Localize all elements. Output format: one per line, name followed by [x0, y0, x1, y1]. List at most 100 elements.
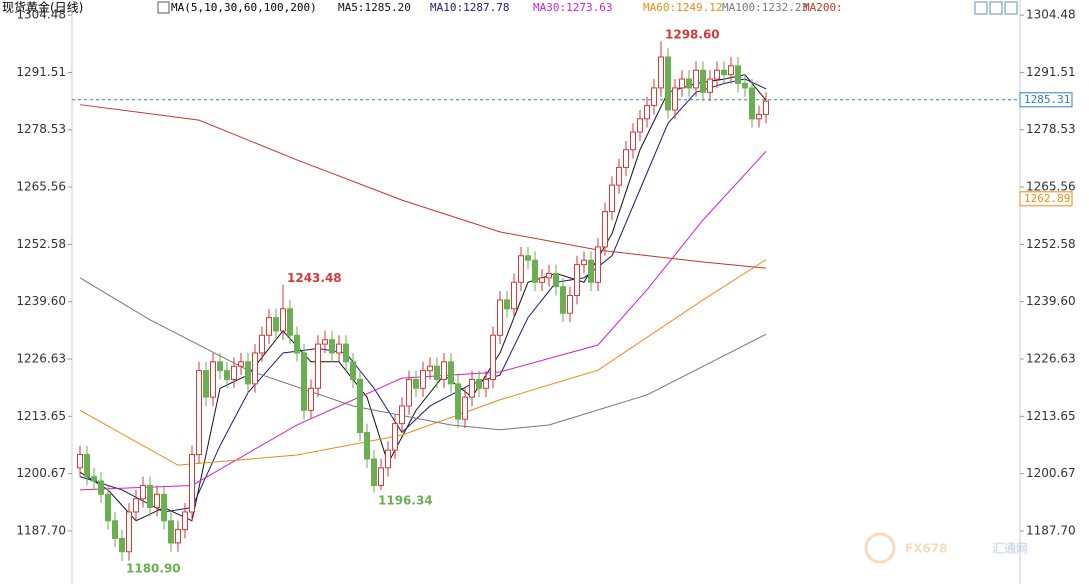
candle-body [154, 493, 160, 509]
candle-body [105, 493, 111, 522]
candle-body [175, 529, 181, 544]
candle-body [728, 65, 734, 76]
y-tick-label: 1265.56 [1026, 180, 1076, 194]
toolbar [974, 1, 1018, 15]
candle-body [525, 255, 531, 261]
candle-body [322, 339, 328, 345]
watermark: FX678 汇通网 [864, 532, 1028, 564]
candle-body [595, 246, 601, 283]
candle-body [420, 370, 426, 389]
candle-body [616, 166, 622, 186]
indicator-icon[interactable] [157, 1, 170, 14]
candle-body [763, 100, 769, 115]
candle-body [427, 365, 433, 372]
candle-body [483, 378, 489, 389]
candle-body [567, 295, 573, 314]
ma-line [79, 74, 767, 522]
candle-body [224, 370, 230, 380]
candle-body [126, 511, 132, 553]
candle-body [350, 361, 356, 380]
candle-body [749, 87, 755, 120]
y-tick-label: 1291.51 [1026, 65, 1076, 79]
candle-body [315, 343, 321, 389]
y-tick-label: 1239.60 [1026, 294, 1076, 308]
y-tick-label: 1213.65 [1026, 409, 1076, 423]
indicator-label: MA(5,10,30,60,100,200) [171, 1, 317, 14]
candle-body [476, 378, 482, 389]
candle-body [217, 361, 223, 372]
marker-label: 1262.89 [1024, 192, 1070, 205]
ma-line [79, 104, 767, 269]
y-tick-label: 1187.70 [1026, 523, 1076, 537]
candle-body [406, 378, 412, 407]
tool-button[interactable] [974, 1, 988, 15]
annotation: 1196.34 [378, 493, 433, 507]
candle-body [721, 69, 727, 76]
y-tick-label: 1304.48 [1026, 8, 1076, 22]
candle-body [630, 131, 636, 151]
legend-entry: MA60:1249.12 [643, 1, 722, 14]
candle-body [266, 317, 272, 336]
y-tick-label: 1265.56 [16, 180, 66, 194]
candle-body [399, 405, 405, 425]
candle-body [434, 365, 440, 380]
y-tick-label: 1278.53 [16, 122, 66, 136]
y-tick-label: 1213.65 [16, 409, 66, 423]
y-tick-label: 1304.48 [16, 8, 66, 22]
candle-body [112, 520, 118, 539]
candle-body [714, 69, 720, 80]
candle-body [679, 78, 685, 89]
candle-body [560, 286, 566, 314]
candle-body [231, 365, 237, 380]
candle-body [133, 498, 139, 513]
candle-body [371, 458, 377, 486]
candle-body [329, 339, 335, 354]
candle-body [518, 255, 524, 283]
ma-line [79, 78, 767, 513]
candle-body [147, 484, 153, 509]
candle-body [511, 281, 517, 310]
candle-body [735, 65, 741, 84]
candle-body [448, 361, 454, 385]
candle-body [413, 378, 419, 389]
candle-body [196, 370, 202, 456]
watermark-logo [864, 532, 896, 564]
candle-body [546, 272, 552, 279]
legend-entry: MA100:1232.23 [722, 1, 808, 14]
chart-title: 现货黄金(日线) [2, 0, 83, 15]
y-tick-label: 1291.51 [16, 65, 66, 79]
candle-body [588, 259, 594, 283]
legend-entry: MA30:1273.63 [533, 1, 612, 14]
tool-button[interactable] [1004, 1, 1018, 15]
annotation: 1243.48 [287, 271, 342, 285]
candle-body [742, 82, 748, 89]
candle-body [336, 343, 342, 354]
candle-body [497, 299, 503, 336]
candle-body [651, 87, 657, 107]
annotation: 1298.60 [665, 28, 720, 42]
candle-body [462, 396, 468, 420]
candle-body [504, 299, 510, 310]
candle-body [665, 56, 671, 111]
candle-body [189, 454, 195, 513]
candle-body [644, 105, 650, 120]
candle-body [308, 387, 314, 411]
candle-body [203, 370, 209, 398]
candle-body [84, 454, 90, 478]
candle-body [182, 511, 188, 531]
candle-body [609, 184, 615, 213]
candle-body [245, 361, 251, 385]
candle-body [756, 113, 762, 120]
candle-body [119, 537, 125, 553]
price-label-box [1019, 92, 1073, 108]
candle-body [259, 334, 265, 354]
candle-body [77, 454, 83, 469]
candle-body [637, 118, 643, 133]
candle-body [707, 78, 713, 93]
candle-body [343, 343, 349, 363]
candle-body [532, 259, 538, 283]
candle-body [238, 361, 244, 367]
tool-button[interactable] [989, 1, 1003, 15]
